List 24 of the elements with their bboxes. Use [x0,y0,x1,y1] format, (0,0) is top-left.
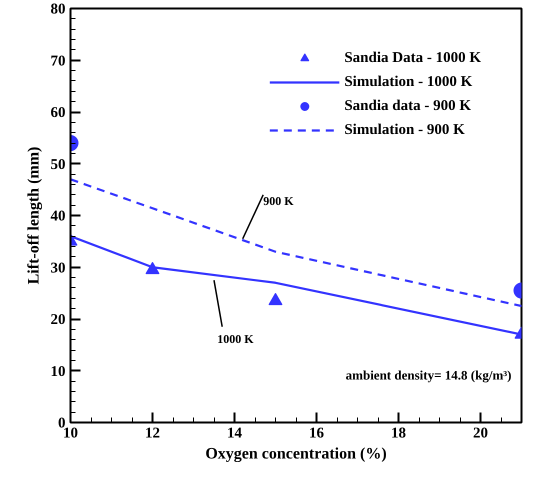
y-tick-label: 70 [50,53,66,70]
annotation: 900 K [263,194,294,208]
y-tick-label: 80 [50,2,66,18]
y-tick-label: 20 [50,312,66,328]
y-tick-label: 40 [50,208,66,224]
x-tick-label: 12 [145,426,160,442]
y-tick-label: 30 [50,260,66,276]
x-tick-label: 16 [309,426,324,442]
x-tick-label: 18 [391,426,406,442]
legend-label: Simulation - 1000 K [344,74,472,90]
legend-label: Sandia Data - 1000 K [344,50,481,66]
x-tick-label: 10 [63,426,78,442]
y-tick-label: 0 [58,416,66,432]
y-axis-title: Lift-off length (mm) [26,146,42,284]
y-tick-label: 10 [50,364,66,380]
annotation: 1000 K [217,332,254,346]
y-tick-label: 60 [50,105,66,121]
annotation: ambient density= 14.8 (kg/m³) [346,368,512,382]
x-tick-label: 14 [227,426,242,442]
x-axis-title: Oxygen concentration (%) [205,446,387,462]
legend-label: Simulation - 900 K [344,122,465,138]
legend-label: Sandia data - 900 K [344,98,472,114]
y-tick-label: 50 [50,156,66,173]
x-tick-label: 20 [473,426,488,442]
